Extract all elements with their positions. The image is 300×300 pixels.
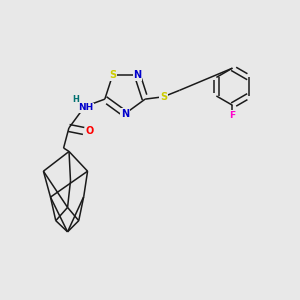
Text: S: S xyxy=(160,92,167,102)
Text: S: S xyxy=(109,70,116,80)
Text: O: O xyxy=(86,126,94,136)
Text: N: N xyxy=(134,70,142,80)
Text: N: N xyxy=(121,109,129,119)
Text: NH: NH xyxy=(78,103,94,112)
Text: H: H xyxy=(72,95,79,104)
Text: F: F xyxy=(230,111,236,120)
